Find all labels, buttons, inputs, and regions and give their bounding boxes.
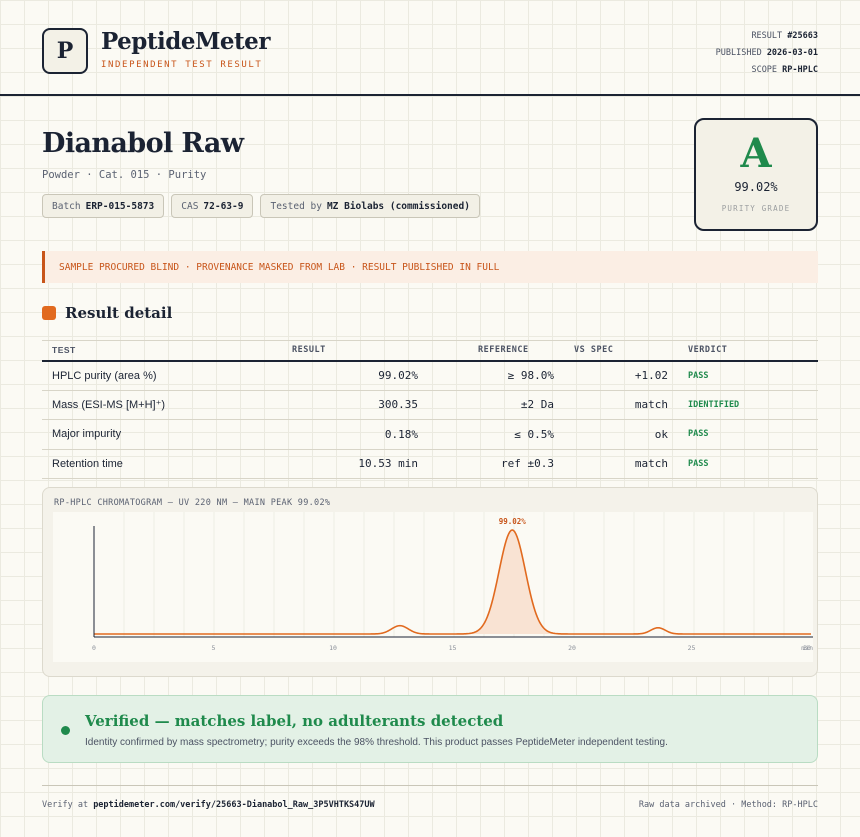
archive-note: Raw data archived · Method: RP-HPLC <box>638 800 818 810</box>
plot-background <box>53 512 813 662</box>
chip-label: CAS <box>181 200 199 212</box>
chip-value: ERP-015-5873 <box>85 200 155 212</box>
cell-test: Retention time <box>42 449 282 479</box>
grade-letter: A <box>740 130 772 177</box>
x-tick-label: 0 <box>92 644 96 652</box>
product-chips: Batch ERP-015-5873 CAS 72-63-9 Tested by MZ… <box>42 194 480 218</box>
x-tick-label: 15 <box>449 644 457 652</box>
scope-value: RP-HPLC <box>782 65 818 75</box>
cell-test: Mass (ESI-MS [M+H]⁺) <box>42 390 282 420</box>
result-meta: RESULT #25663 PUBLISHED 2026-03-01 SCOPE… <box>716 28 818 79</box>
batch-chip: Batch ERP-015-5873 <box>42 194 165 218</box>
brand-tagline: INDEPENDENT TEST RESULT <box>101 60 263 70</box>
chip-value: MZ Biolabs (commissioned) <box>326 200 470 212</box>
verified-panel: Verified — matches label, no adulterants… <box>42 695 818 763</box>
x-tick-label: 20 <box>568 644 576 652</box>
cell-reference: ±2 Da <box>418 390 554 420</box>
x-axis-unit: min <box>801 644 813 652</box>
table-row: Mass (ESI-MS [M+H]⁺) 300.35 ±2 Da match … <box>42 390 818 420</box>
cell-verdict: PASS <box>668 449 818 479</box>
verify-link[interactable]: peptidemeter.com/verify/25663-Dianabol_R… <box>93 800 375 810</box>
grade-percent: 99.02% <box>734 180 778 194</box>
result-id-value: #25663 <box>787 31 818 41</box>
cell-result: 0.18% <box>282 419 418 450</box>
product-title: Dianabol Raw <box>42 128 244 159</box>
tested-by-chip: Tested by MZ Biolabs (commissioned) <box>260 194 480 218</box>
brand-name: PeptideMeter <box>101 28 270 55</box>
cell-vs-spec: match <box>554 449 668 479</box>
published-label: PUBLISHED <box>715 48 762 58</box>
product-subtitle: Powder · Cat. 015 · Purity <box>42 169 207 181</box>
cell-reference: ≤ 0.5% <box>418 419 554 450</box>
x-tick-label: 25 <box>688 644 696 652</box>
section-header: Result detail <box>42 304 172 322</box>
verified-title: Verified — matches label, no adulterants… <box>85 712 504 730</box>
grade-label: PURITY GRADE <box>721 204 791 213</box>
scope-row: SCOPE RP-HPLC <box>716 62 818 79</box>
cell-vs-spec: ok <box>554 419 668 450</box>
cell-verdict: PASS <box>668 360 818 391</box>
table-row: Major impurity 0.18% ≤ 0.5% ok PASS <box>42 419 818 450</box>
published-value: 2026-03-01 <box>766 48 818 58</box>
blind-sample-banner: SAMPLE PROCURED BLIND · PROVENANCE MASKE… <box>42 251 818 283</box>
x-tick-label: 10 <box>329 644 337 652</box>
results-table: TEST RESULT REFERENCE VS SPEC VERDICT HP… <box>42 340 818 479</box>
col-header-reference: REFERENCE <box>418 340 554 362</box>
scope-label: SCOPE <box>751 65 778 75</box>
published-row: PUBLISHED 2026-03-01 <box>716 45 818 62</box>
cas-chip: CAS 72-63-9 <box>171 194 254 218</box>
cell-vs-spec: match <box>554 390 668 420</box>
cell-test: Major impurity <box>42 419 282 450</box>
peak-area <box>466 530 559 634</box>
chip-label: Batch <box>52 200 81 212</box>
footer: Verify at peptidemeter.com/verify/25663-… <box>42 785 818 810</box>
section-marker-icon <box>42 306 56 320</box>
col-header-result: RESULT <box>282 340 418 362</box>
verified-dot-icon <box>61 726 70 735</box>
cell-reference: ≥ 98.0% <box>418 360 554 391</box>
cell-result: 300.35 <box>282 390 418 420</box>
verify-label: Verify at <box>42 800 89 810</box>
col-header-verdict: VERDICT <box>668 340 818 362</box>
x-tick-label: 5 <box>212 644 216 652</box>
cell-verdict: IDENTIFIED <box>668 390 818 420</box>
logo: P <box>42 28 88 74</box>
cell-vs-spec: +1.02 <box>554 360 668 391</box>
verify-line: Verify at peptidemeter.com/verify/25663-… <box>42 800 375 810</box>
chromatogram-trace <box>94 529 811 635</box>
x-tick-label: 30 <box>803 644 811 652</box>
chromatogram-title: RP-HPLC CHROMATOGRAM — UV 220 NM — MAIN … <box>54 498 331 508</box>
peak-label: 99.02% <box>499 517 527 526</box>
table-header-row: TEST RESULT REFERENCE VS SPEC VERDICT <box>42 340 818 362</box>
col-header-vs-spec: VS SPEC <box>554 340 668 362</box>
result-id-label: RESULT <box>751 31 783 41</box>
cell-result: 10.53 min <box>282 449 418 479</box>
cell-verdict: PASS <box>668 419 818 450</box>
purity-grade-card: A 99.02% PURITY GRADE <box>694 118 818 231</box>
chip-value: 72-63-9 <box>203 200 244 212</box>
result-id-row: RESULT #25663 <box>716 28 818 45</box>
cell-reference: ref ±0.3 <box>418 449 554 479</box>
col-header-test: TEST <box>42 340 282 362</box>
header: P PeptideMeter INDEPENDENT TEST RESULT R… <box>0 0 860 96</box>
chip-label: Tested by <box>270 200 322 212</box>
section-title: Result detail <box>65 304 173 322</box>
verified-text: Identity confirmed by mass spectrometry;… <box>85 737 668 748</box>
table-row: Retention time 10.53 min ref ±0.3 match … <box>42 449 818 479</box>
cell-test: HPLC purity (area %) <box>42 360 282 391</box>
cell-result: 99.02% <box>282 360 418 391</box>
table-row: HPLC purity (area %) 99.02% ≥ 98.0% +1.0… <box>42 360 818 391</box>
chromatogram-panel: RP-HPLC CHROMATOGRAM — UV 220 NM — MAIN … <box>42 487 818 677</box>
